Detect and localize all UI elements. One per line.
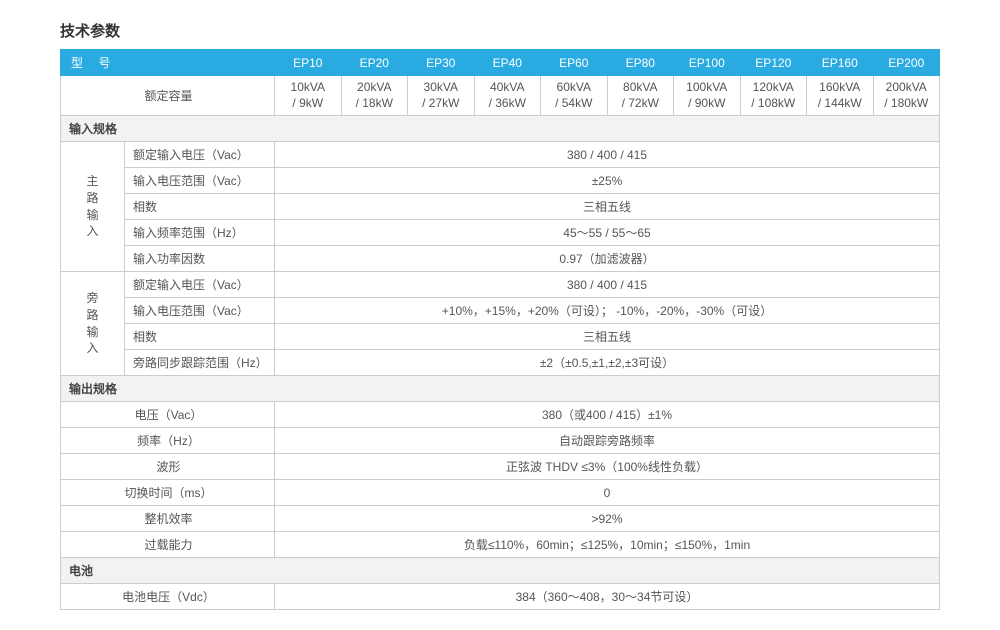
param-label: 相数 <box>125 194 275 220</box>
param-value: 三相五线 <box>275 194 940 220</box>
param-label: 相数 <box>125 324 275 350</box>
spec-table: 型 号 EP10 EP20 EP30 EP40 EP60 EP80 EP100 … <box>60 49 940 610</box>
model-col: EP200 <box>873 50 940 76</box>
param-label: 频率（Hz） <box>61 428 275 454</box>
model-col: EP80 <box>607 50 674 76</box>
model-col: EP60 <box>541 50 608 76</box>
param-value: >92% <box>275 506 940 532</box>
param-label: 整机效率 <box>61 506 275 532</box>
capacity-value: 100kVA/ 90kW <box>674 76 741 116</box>
model-col: EP120 <box>740 50 807 76</box>
param-value: 三相五线 <box>275 324 940 350</box>
param-label: 波形 <box>61 454 275 480</box>
vlabel-bypass-input-text: 旁路输入 <box>86 291 98 355</box>
vlabel-bypass-input: 旁路输入 <box>61 272 125 376</box>
param-value: 0.97（加滤波器） <box>275 246 940 272</box>
header-model-label: 型 号 <box>61 50 275 76</box>
param-value: +10%，+15%，+20%（可设）； -10%，-20%，-30%（可设） <box>275 298 940 324</box>
param-value: 正弦波 THDV ≤3%（100%线性负载） <box>275 454 940 480</box>
model-col: EP40 <box>474 50 541 76</box>
param-label: 切换时间（ms） <box>61 480 275 506</box>
capacity-value: 30kVA/ 27kW <box>408 76 475 116</box>
param-value: 0 <box>275 480 940 506</box>
param-label: 额定输入电压（Vac） <box>125 142 275 168</box>
param-value: 自动跟踪旁路频率 <box>275 428 940 454</box>
header-row: 型 号 EP10 EP20 EP30 EP40 EP60 EP80 EP100 … <box>61 50 940 76</box>
model-col: EP20 <box>341 50 408 76</box>
param-label: 电压（Vac） <box>61 402 275 428</box>
param-label: 输入电压范围（Vac） <box>125 298 275 324</box>
param-value: ±2（±0.5,±1,±2,±3可设） <box>275 350 940 376</box>
param-label: 额定输入电压（Vac） <box>125 272 275 298</box>
param-value: 45～55 / 55～65 <box>275 220 940 246</box>
model-col: EP30 <box>408 50 475 76</box>
param-value: 380 / 400 / 415 <box>275 142 940 168</box>
capacity-value: 200kVA/ 180kW <box>873 76 940 116</box>
model-col: EP160 <box>807 50 874 76</box>
param-value: 384（360～408，30～34节可设） <box>275 584 940 610</box>
param-value: 负载≤110%，60min；≤125%，10min；≤150%，1min <box>275 532 940 558</box>
param-value: 380 / 400 / 415 <box>275 272 940 298</box>
param-value: ±25% <box>275 168 940 194</box>
capacity-row: 额定容量 10kVA/ 9kW 20kVA/ 18kW 30kVA/ 27kW … <box>61 76 940 116</box>
capacity-value: 80kVA/ 72kW <box>607 76 674 116</box>
param-label: 输入频率范围（Hz） <box>125 220 275 246</box>
capacity-value: 20kVA/ 18kW <box>341 76 408 116</box>
capacity-label: 额定容量 <box>61 76 275 116</box>
capacity-value: 40kVA/ 36kW <box>474 76 541 116</box>
section-battery: 电池 <box>61 558 940 584</box>
capacity-value: 10kVA/ 9kW <box>275 76 342 116</box>
param-label: 电池电压（Vdc） <box>61 584 275 610</box>
param-label: 过载能力 <box>61 532 275 558</box>
section-output-spec: 输出规格 <box>61 376 940 402</box>
capacity-value: 120kVA/ 108kW <box>740 76 807 116</box>
model-col: EP10 <box>275 50 342 76</box>
capacity-value: 60kVA/ 54kW <box>541 76 608 116</box>
section-input-spec: 输入规格 <box>61 116 940 142</box>
param-value: 380（或400 / 415）±1% <box>275 402 940 428</box>
vlabel-main-input-text: 主路输入 <box>86 174 98 238</box>
model-col: EP100 <box>674 50 741 76</box>
param-label: 输入功率因数 <box>125 246 275 272</box>
spec-title: 技术参数 <box>60 20 940 41</box>
vlabel-main-input: 主路输入 <box>61 142 125 272</box>
param-label: 旁路同步跟踪范围（Hz） <box>125 350 275 376</box>
capacity-value: 160kVA/ 144kW <box>807 76 874 116</box>
param-label: 输入电压范围（Vac） <box>125 168 275 194</box>
